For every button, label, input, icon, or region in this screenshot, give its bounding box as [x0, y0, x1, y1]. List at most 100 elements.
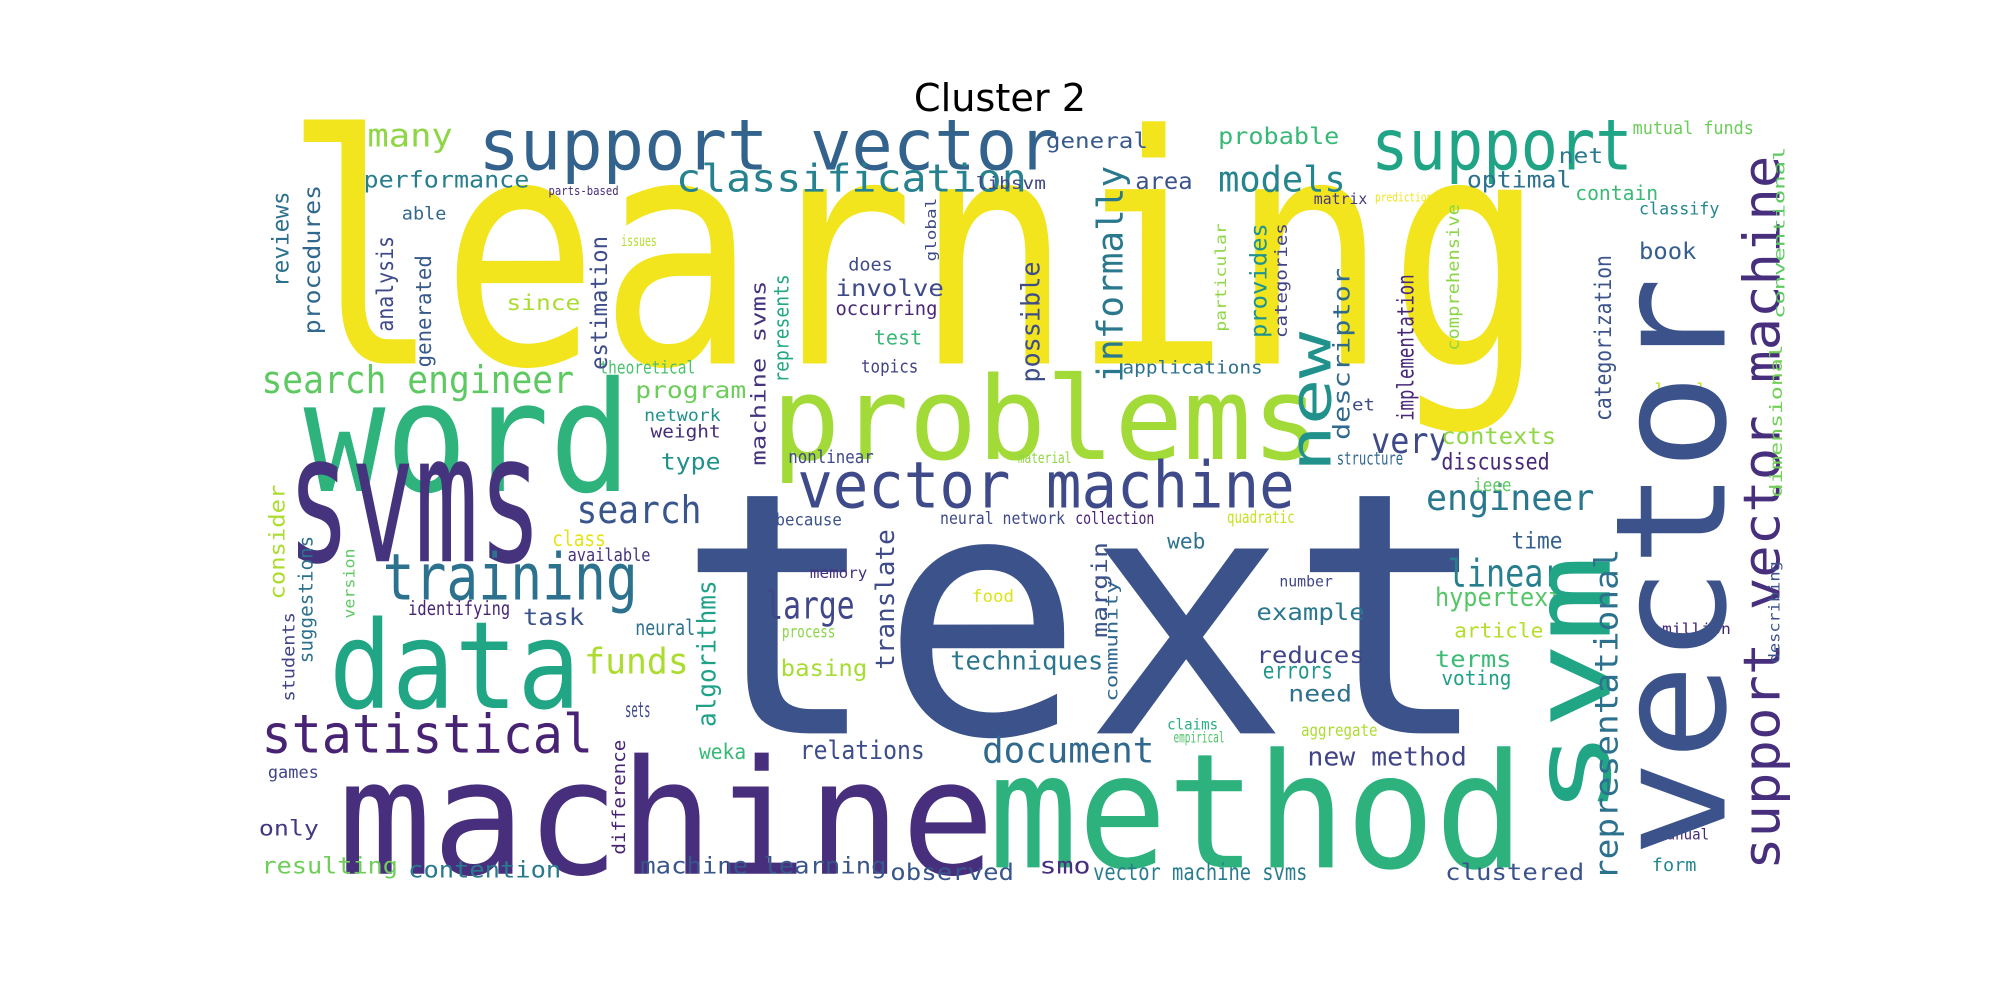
cloud-word: class: [552, 527, 606, 552]
cloud-word: quadratic: [1227, 508, 1295, 527]
cloud-word: because: [776, 511, 842, 530]
cloud-word: global: [924, 198, 940, 262]
cloud-word: represents: [769, 274, 793, 382]
cloud-word: parts-based: [548, 184, 618, 199]
cloud-word: reviews: [268, 191, 294, 287]
cloud-word: task: [523, 605, 584, 631]
cloud-word: informally: [1090, 166, 1131, 383]
cloud-word: hypertext: [1435, 583, 1563, 613]
cloud-word: book: [1639, 239, 1697, 265]
cloud-word: games: [268, 763, 319, 782]
cloud-word: representational: [1587, 548, 1625, 880]
cloud-word: classify: [1639, 199, 1719, 218]
cloud-word: performance: [364, 167, 530, 193]
cloud-word: neural network: [940, 509, 1065, 528]
cloud-word: empirical: [1173, 728, 1224, 746]
cloud-word: ieee: [1473, 475, 1511, 496]
cloud-word: vector machine: [797, 450, 1294, 524]
cloud-word: data: [329, 596, 580, 737]
cloud-word: matrix: [1314, 190, 1368, 208]
cloud-word: example: [1256, 600, 1364, 626]
cloud-word: students: [280, 612, 299, 701]
cloud-word: topics: [861, 356, 918, 377]
cloud-word: resulting: [261, 854, 397, 880]
cloud-word: models: [1218, 159, 1346, 200]
cloud-word: vector: [1583, 277, 1761, 857]
cloud-word: smo: [1040, 854, 1091, 880]
cloud-word: theoretical: [599, 358, 695, 379]
cloud-word: memory: [810, 564, 867, 582]
cloud-word: categorization: [1591, 255, 1617, 421]
cloud-word: manual: [1658, 825, 1709, 843]
cloud-word: support vector machine: [1733, 156, 1792, 870]
cloud-word: libsvm: [976, 174, 1046, 193]
cloud-word: material: [1018, 449, 1072, 467]
cloud-word: area: [1135, 169, 1192, 195]
cloud-word: community: [1102, 580, 1121, 701]
cloud-word: voting: [1441, 666, 1511, 690]
cloud-word: statistical: [261, 703, 593, 766]
cloud-word: engineer: [1426, 478, 1594, 519]
cloud-word: svms: [287, 396, 542, 604]
cloud-word: aggregate: [1301, 721, 1378, 740]
cloud-word: test: [874, 325, 922, 349]
cloud-word: conventional: [1770, 147, 1788, 319]
cloud-word: contexts: [1441, 424, 1556, 450]
cloud-word: discussed: [1441, 449, 1549, 475]
cloud-word: descriptor: [1329, 268, 1355, 440]
cloud-word: contention: [408, 858, 561, 884]
cloud-word: support: [1371, 105, 1632, 187]
cloud-word: optimal: [1467, 167, 1572, 193]
cloud-word: claims: [1167, 716, 1218, 734]
cloud-word: particular: [1212, 223, 1230, 331]
cloud-word: does: [848, 254, 893, 275]
cloud-word: errors: [1263, 659, 1333, 685]
cloud-word: neural: [635, 616, 695, 641]
cloud-word: net: [1559, 144, 1604, 169]
cloud-word: et: [1352, 396, 1375, 415]
cloud-word: occurring: [835, 297, 937, 320]
cloud-word: new: [1277, 331, 1344, 472]
cloud-word: search engineer: [261, 358, 574, 403]
cloud-word: identifying: [408, 597, 510, 620]
cloud-word: training: [383, 541, 638, 615]
cloud-word: procedures: [300, 185, 326, 334]
cloud-word: new method: [1307, 742, 1466, 772]
cloud-word: funds: [584, 641, 689, 682]
cloud-word: article: [1454, 619, 1543, 643]
cloud-word: involve: [835, 276, 943, 302]
cloud-word: estimation: [587, 236, 613, 370]
cloud-word: dimensional: [1767, 344, 1786, 497]
cloud-word: techniques: [950, 647, 1103, 677]
cloud-word: classification: [676, 156, 1027, 201]
cloud-word: web: [1167, 529, 1205, 554]
cloud-word: problems: [772, 353, 1320, 487]
cloud-word: svm: [1509, 555, 1636, 816]
cloud-word: collection: [1075, 509, 1154, 528]
cloud-word: reduces: [1256, 643, 1364, 669]
cloud-word: relations: [800, 736, 925, 766]
cloud-word: method: [989, 719, 1525, 905]
cloud-word: million: [1662, 620, 1731, 638]
cloud-word: vector machine svms: [1093, 860, 1307, 886]
cloud-word: provides: [1247, 223, 1273, 338]
cloud-word: structure: [1337, 448, 1403, 469]
cloud-word: available: [568, 545, 651, 566]
cloud-word: learning: [283, 69, 1546, 440]
cloud-word: contain: [1575, 181, 1658, 205]
cloud-word: many: [367, 117, 452, 155]
cloud-word: consider: [265, 485, 290, 600]
cloud-word: need: [1288, 682, 1352, 708]
cloud-word: mutual funds: [1633, 118, 1754, 139]
cloud-word: describing: [1765, 561, 1783, 663]
cloud-word: prediction: [1375, 191, 1432, 206]
cloud-word: weka: [699, 740, 746, 765]
cloud-word: search: [577, 488, 702, 533]
cloud-word: version: [341, 548, 359, 618]
cloud-word: issues: [621, 232, 657, 250]
cloud-word: basing: [781, 656, 868, 682]
cloud-word: document: [982, 731, 1154, 772]
cloud-word: sets: [625, 698, 651, 723]
